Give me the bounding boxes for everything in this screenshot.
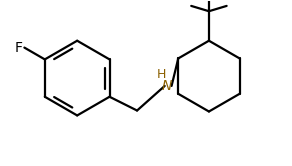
Text: H: H — [157, 68, 166, 81]
Text: F: F — [14, 41, 22, 55]
Text: N: N — [161, 79, 172, 93]
